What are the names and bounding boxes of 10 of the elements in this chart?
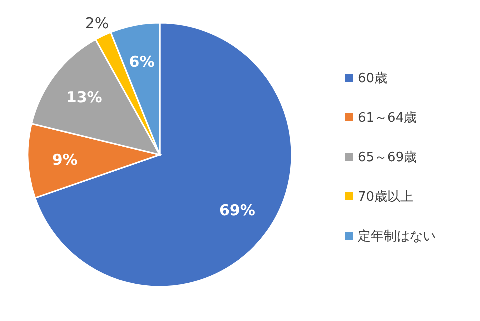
data-label: 9% [52,150,78,169]
legend-label: 65～69歳 [358,150,418,166]
data-label: 2% [85,14,110,32]
legend-label: 60歳 [358,72,388,87]
legend-label: 61～64歳 [358,111,418,126]
data-label: 69% [219,201,256,220]
legend-label: 定年制はない [358,230,436,245]
data-label: 13% [66,88,102,107]
legend-label: 70歳以上 [358,190,414,206]
data-label: 6% [129,52,155,71]
